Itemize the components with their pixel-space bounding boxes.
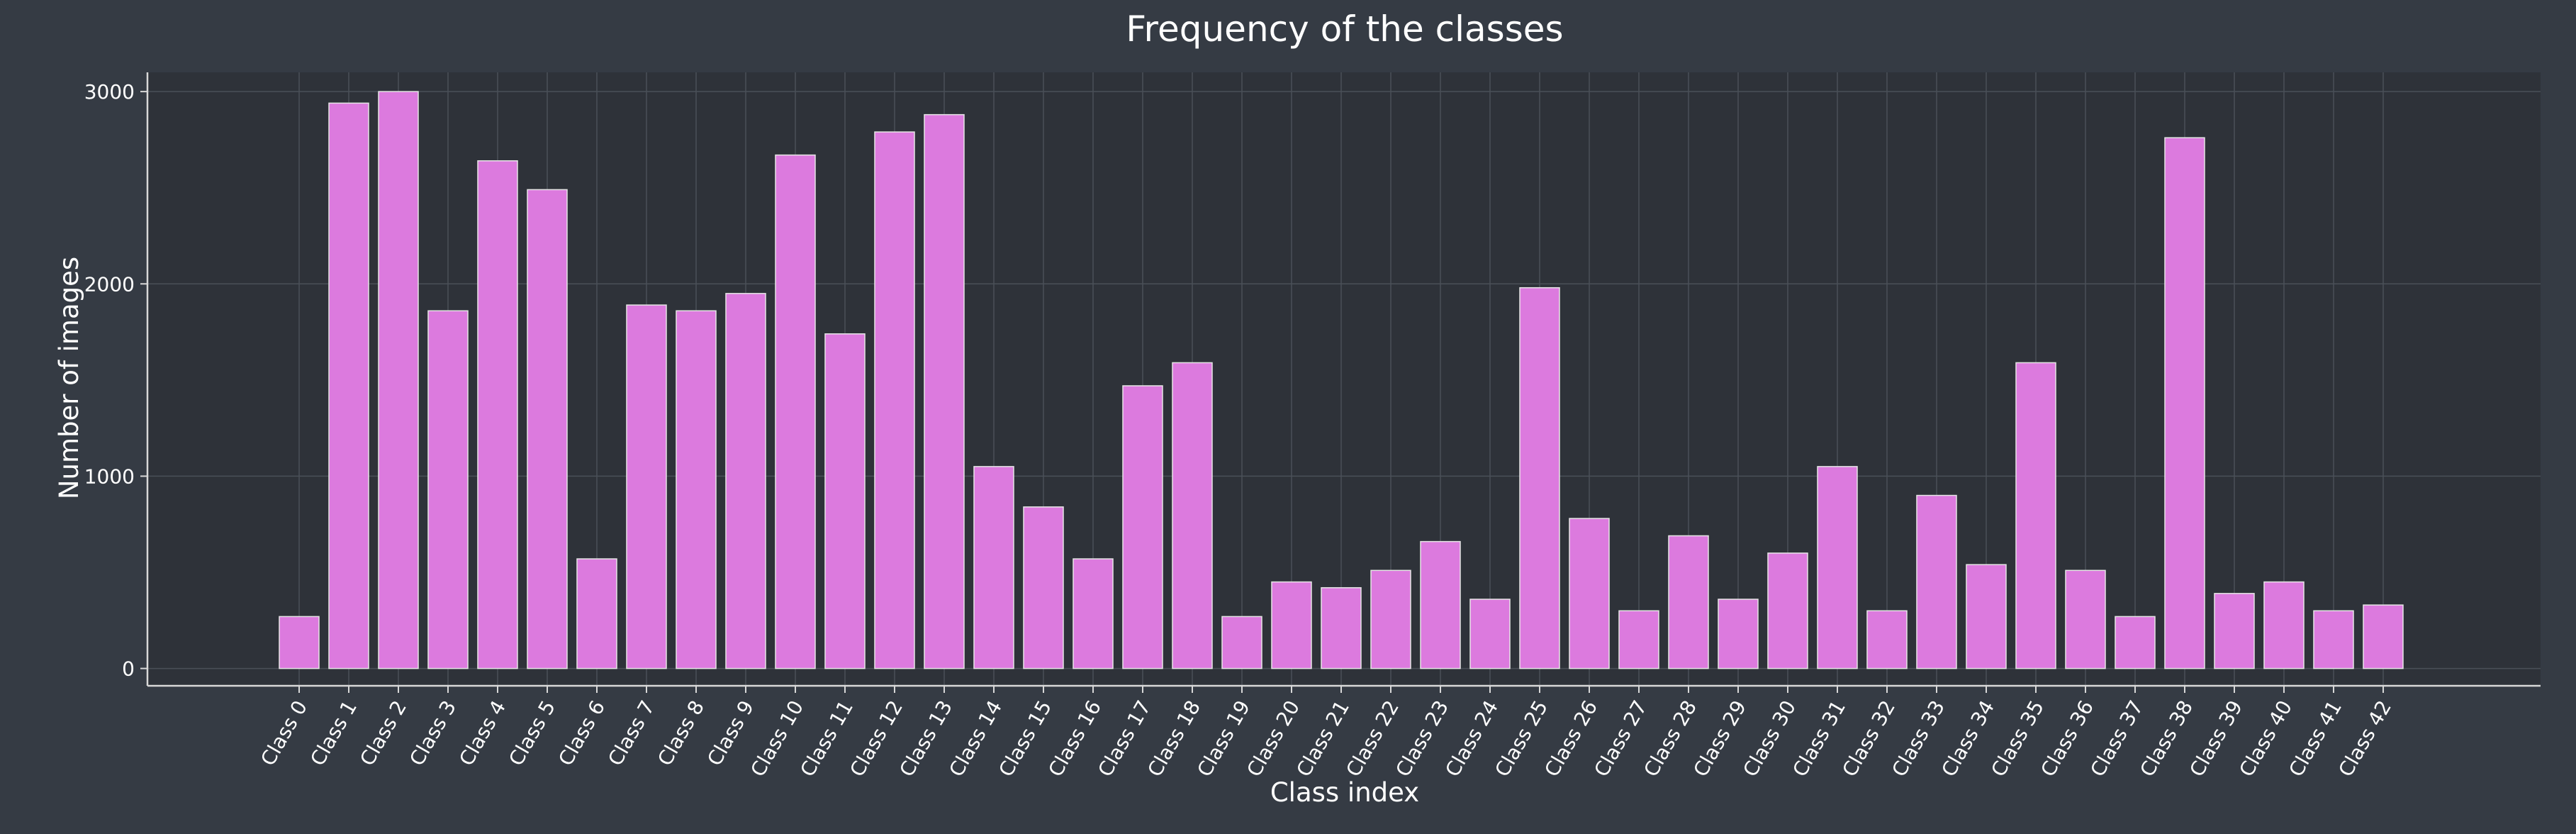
bar — [626, 304, 667, 669]
x-tick-label: Class 8 — [653, 696, 709, 769]
x-axis-title: Class index — [1270, 777, 1419, 808]
x-tick-label: Class 0 — [256, 696, 312, 769]
bar — [924, 113, 965, 669]
bar — [874, 131, 915, 669]
x-tick-label: Class 7 — [603, 696, 659, 769]
bar — [1023, 506, 1064, 669]
y-tick-label: 2000 — [84, 272, 135, 296]
bar — [2115, 616, 2156, 669]
x-tick-label: Class 2 — [355, 696, 411, 769]
bar — [328, 102, 369, 669]
bar — [279, 616, 320, 669]
bar — [2313, 610, 2354, 669]
bar — [1271, 581, 1312, 669]
bar — [775, 154, 816, 669]
x-tick-label: Class 4 — [454, 696, 510, 769]
bar — [1668, 535, 1709, 669]
bar — [1569, 518, 1610, 669]
bar — [973, 466, 1014, 669]
bar — [1519, 287, 1560, 669]
bar — [1469, 599, 1511, 669]
bar — [676, 310, 717, 669]
axes — [146, 72, 2541, 687]
bar — [378, 91, 419, 669]
x-tick-label: Class 1 — [306, 696, 362, 769]
bar — [1817, 466, 1858, 669]
bar — [824, 333, 866, 669]
bar — [2015, 362, 2056, 669]
bars — [279, 91, 2404, 669]
bar — [1073, 558, 1114, 669]
y-tick-label: 3000 — [84, 80, 135, 104]
x-tick-label: Class 6 — [554, 696, 610, 769]
chart-title: Frequency of the classes — [1126, 9, 1563, 50]
bar — [427, 310, 469, 669]
y-tick-label: 1000 — [84, 465, 135, 488]
bar — [477, 160, 518, 669]
x-tick-label: Class 9 — [702, 696, 758, 769]
bar — [1370, 569, 1411, 669]
y-tick-labels: 0 1000 2000 3000 — [84, 80, 147, 681]
bar — [1767, 552, 1808, 669]
bar — [1866, 610, 1908, 669]
bar — [725, 293, 766, 669]
x-tick-label: Class 5 — [504, 696, 560, 769]
bar — [2164, 137, 2205, 669]
bar — [2214, 593, 2255, 669]
bar — [1718, 599, 1759, 669]
bar — [527, 189, 568, 669]
bar — [1321, 586, 1362, 669]
bar — [2065, 569, 2106, 669]
bar — [1618, 610, 1659, 669]
bar — [1966, 564, 2007, 669]
bar — [1172, 362, 1213, 669]
bar — [1122, 385, 1163, 669]
bar — [1221, 616, 1262, 669]
y-tick-label: 0 — [122, 657, 135, 681]
y-axis-title: Number of images — [54, 257, 84, 499]
bar — [2363, 604, 2404, 669]
bar — [576, 558, 617, 669]
bar — [1916, 494, 1957, 669]
bar — [1420, 540, 1461, 669]
x-tick-label: Class 3 — [405, 696, 461, 769]
bar — [2263, 581, 2305, 669]
